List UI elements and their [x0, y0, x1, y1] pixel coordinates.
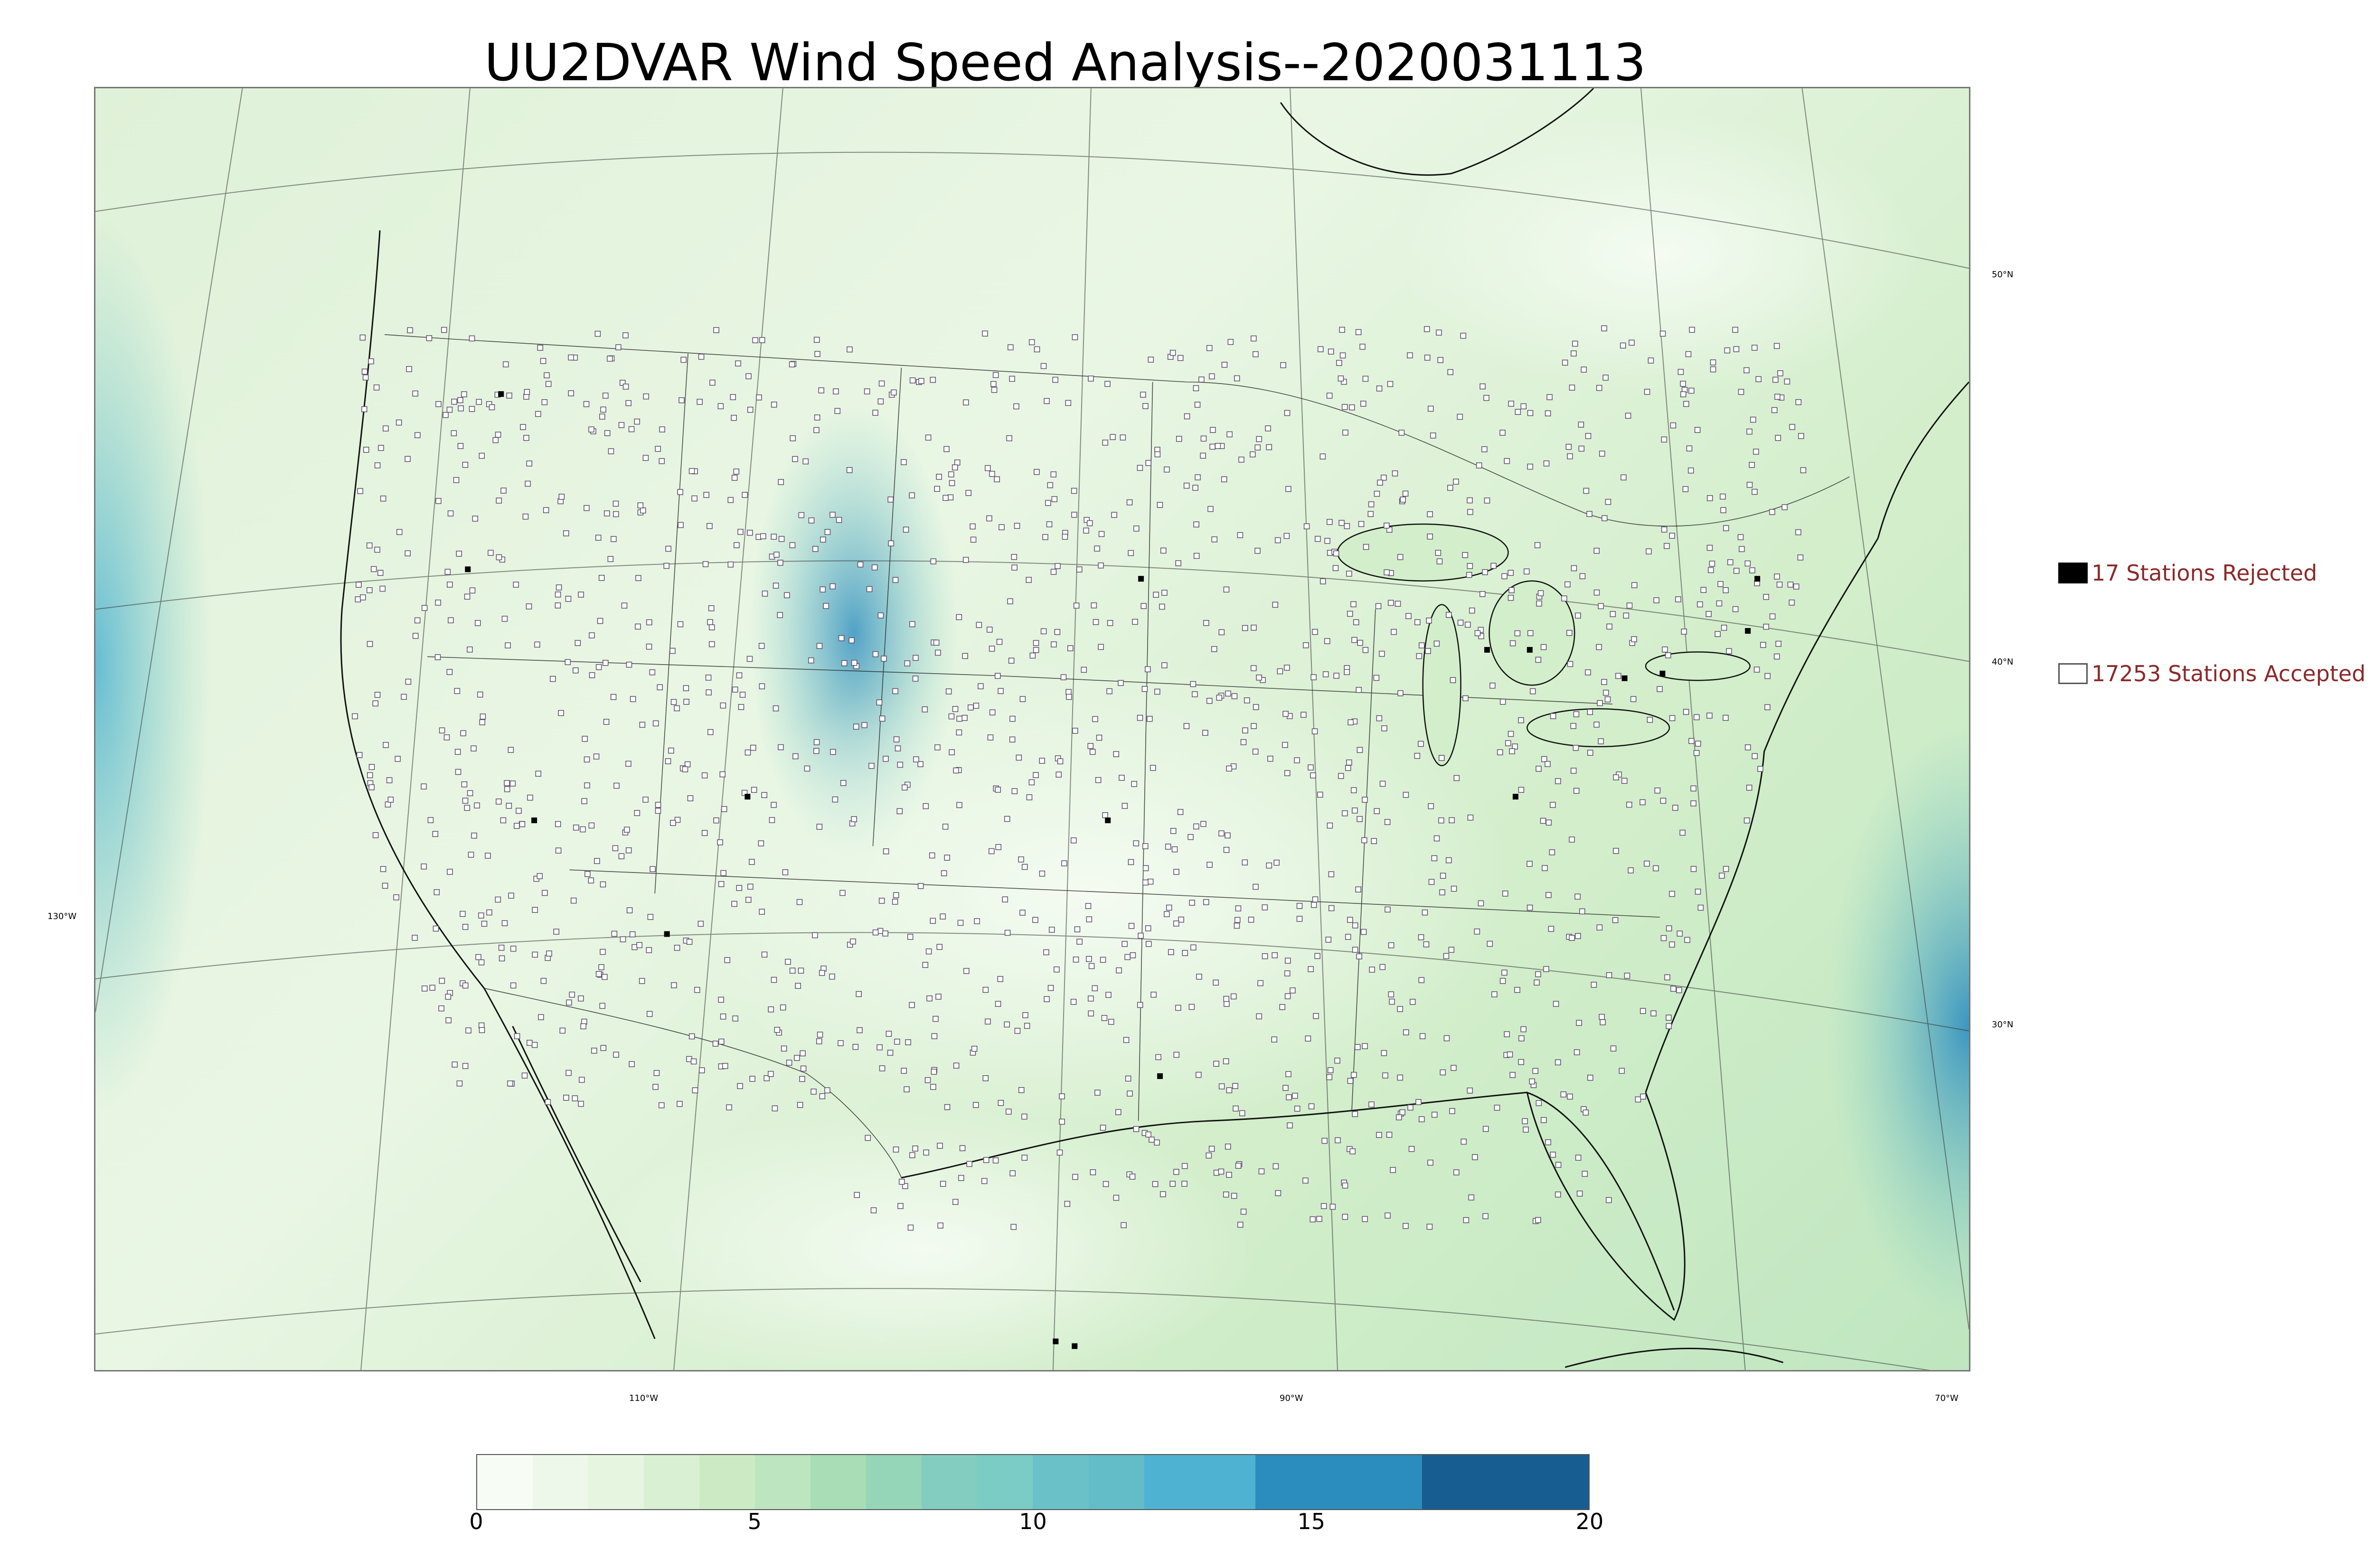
meridian-80w: [1640, 88, 1746, 1370]
rejected-swatch-icon: [2058, 563, 2088, 583]
lake-michigan: [1422, 604, 1461, 767]
colorbar-tick-label: 15: [1297, 1509, 1326, 1534]
map-canvas: [95, 88, 1969, 1370]
lat-label-30n: 30°N: [1992, 1020, 2014, 1030]
lat-label-40n: 40°N: [1992, 657, 2014, 667]
state-border-6: [569, 869, 1660, 918]
colorbar-segment: [1088, 1455, 1144, 1509]
us-west-coast: [340, 230, 656, 1339]
colorbar-tick-label: 0: [469, 1509, 483, 1534]
colorbar-segment: [977, 1455, 1033, 1509]
accepted-stations: [352, 325, 1807, 1231]
state-border-3: [1138, 382, 1153, 1121]
hudson-bay-coast: [1280, 88, 1594, 176]
meridian-70w: [1801, 88, 1969, 1330]
rejected-stations: [465, 391, 1761, 1349]
great-plains-calm-field: [664, 657, 1518, 1131]
wind-speed-map: [94, 87, 1970, 1371]
graticule: [95, 88, 1969, 1370]
atlantic-wind-field: [1565, 515, 1969, 1368]
wind-speed-colorbar: [476, 1454, 1590, 1510]
map-title: UU2DVAR Wind Speed Analysis--2020031113: [484, 33, 1646, 93]
parallel-20n: [95, 1288, 1931, 1370]
lon-label-130w: 130°W: [47, 911, 77, 921]
rejected-label: 17 Stations Rejected: [2091, 560, 2317, 586]
colorbar-segment: [810, 1455, 867, 1509]
legend-rejected: 17 Stations Rejected: [2058, 560, 2317, 586]
colorbar-segment: [699, 1455, 755, 1509]
lon-label-110w: 110°W: [629, 1393, 659, 1403]
parallel-40n: [95, 560, 1969, 662]
meridian-130w: [95, 88, 243, 1012]
gulf-coast: [901, 1091, 1675, 1311]
lon-label-70w: 70°W: [1935, 1393, 1959, 1403]
colorbar-segment: [477, 1455, 533, 1509]
colorbar-tick-label: 5: [747, 1509, 762, 1534]
parallel-30n: [95, 932, 1969, 1032]
parallel-50n: [95, 151, 1969, 269]
accepted-label: 17253 Stations Accepted: [2091, 661, 2366, 686]
lat-label-50n: 50°N: [1992, 270, 2014, 280]
colorbar-tick-label: 10: [1019, 1509, 1047, 1534]
florida-coast: [1526, 1092, 1686, 1321]
colorbar-segment: [866, 1455, 922, 1509]
colorbar-segment: [533, 1455, 589, 1509]
lake-ontario: [1645, 651, 1751, 681]
us-mexico-border: [484, 988, 902, 1178]
colorbar-segment: [1144, 1455, 1255, 1509]
meridian-110w: [673, 88, 783, 1370]
colorbar-segment: [1255, 1455, 1422, 1509]
colorbar-segment: [644, 1455, 700, 1509]
canada-calm-field: [1399, 112, 1921, 396]
colorbar-segment: [922, 1455, 978, 1509]
colorbar-segment: [1422, 1455, 1589, 1509]
canada-east-coast: [1877, 381, 1969, 539]
meridian-100w: [1052, 88, 1092, 1370]
state-border-2: [872, 367, 902, 846]
lake-erie: [1526, 708, 1670, 748]
lon-label-90w: 90°W: [1280, 1393, 1303, 1403]
colorbar-segment: [1033, 1455, 1089, 1509]
colorbar-tick-label: 20: [1575, 1509, 1604, 1534]
pacific-wind-field: [95, 88, 427, 1370]
baja-coast: [512, 1025, 641, 1283]
meridian-120w: [360, 88, 471, 1370]
colorbar-segment: [755, 1455, 811, 1509]
cuba-coast: [1564, 1347, 1784, 1368]
colorbar-segment: [588, 1455, 644, 1509]
accepted-swatch-icon: [2058, 663, 2088, 684]
legend-accepted: 17253 Stations Accepted: [2058, 661, 2365, 686]
